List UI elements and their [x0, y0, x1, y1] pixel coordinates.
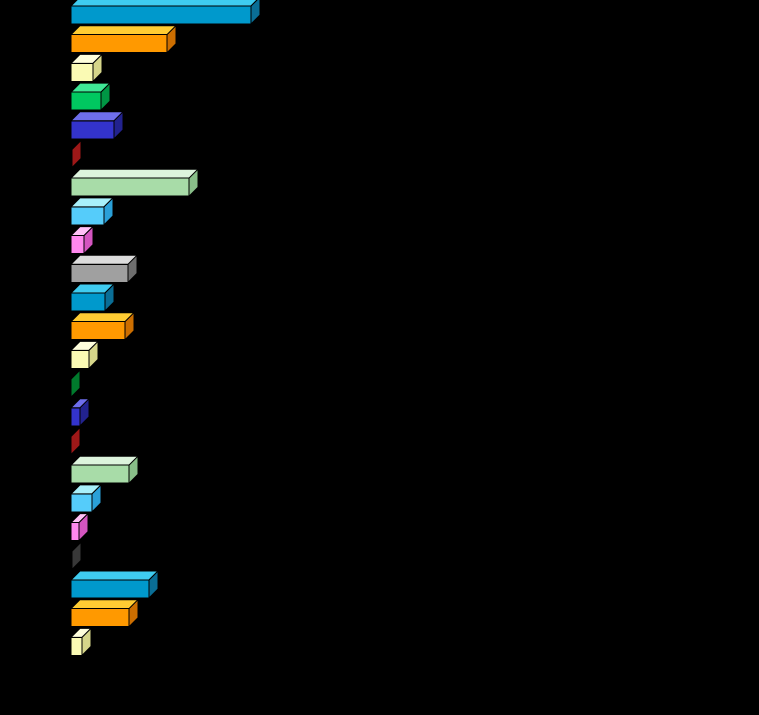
bars-layer: [69, 0, 261, 657]
bar-top-face: [69, 455, 140, 466]
bar-group[interactable]: [69, 340, 100, 370]
bar-group[interactable]: [69, 512, 90, 542]
bar-group[interactable]: [69, 81, 112, 112]
bar-group[interactable]: [69, 0, 261, 26]
bar-group[interactable]: [69, 454, 140, 485]
bar-front-face: [70, 91, 102, 111]
bar-front-face: [70, 206, 105, 226]
bar-group[interactable]: [69, 254, 139, 284]
bar-group[interactable]: [69, 196, 115, 227]
bar-top-face: [69, 312, 136, 323]
bar-group[interactable]: [69, 311, 136, 341]
bar-group[interactable]: [70, 368, 81, 399]
bar-front-face: [70, 608, 130, 628]
bar-group[interactable]: [69, 110, 125, 141]
bar-group[interactable]: [69, 53, 104, 83]
bar-group[interactable]: [69, 282, 116, 313]
bar-front-face: [70, 550, 73, 570]
bar-front-face: [70, 177, 190, 197]
bar-front-face: [70, 235, 85, 255]
bar-front-face: [70, 349, 90, 369]
bar-top-face: [69, 168, 200, 179]
bar-group[interactable]: [69, 167, 200, 198]
bar-front-face: [70, 149, 73, 168]
bar-group[interactable]: [69, 541, 83, 571]
bar-group[interactable]: [69, 569, 160, 600]
bar-top-face: [69, 570, 160, 581]
bar-group[interactable]: [69, 225, 95, 255]
bar-top-face: [69, 599, 140, 610]
bar-front-face: [70, 5, 252, 25]
bar-group[interactable]: [69, 483, 103, 514]
bar-top-face: [69, 254, 139, 265]
bar-group[interactable]: [69, 397, 91, 428]
bar-top-face: [69, 25, 178, 36]
bar-front-face: [70, 579, 150, 599]
bar-side-face: [70, 426, 81, 456]
bar-front-face: [70, 292, 106, 312]
bar-group[interactable]: [69, 598, 140, 628]
bar-front-face: [70, 493, 93, 513]
bar-top-face: [69, 0, 258, 7]
bar-front-face: [70, 263, 129, 283]
bar-group[interactable]: [70, 426, 81, 456]
bar-front-face: [70, 34, 168, 54]
bar-side-face: [70, 368, 81, 399]
bar-front-face: [70, 321, 126, 341]
bar-group[interactable]: [69, 139, 83, 169]
bar-front-face: [70, 62, 94, 82]
bar-front-face: [70, 464, 130, 484]
bar-front-face: [70, 522, 80, 542]
bar-group[interactable]: [69, 627, 93, 657]
bar-group[interactable]: [69, 24, 178, 54]
bar-front-face: [70, 407, 81, 427]
bar-front-face: [70, 636, 83, 656]
bar-front-face: [70, 120, 115, 140]
